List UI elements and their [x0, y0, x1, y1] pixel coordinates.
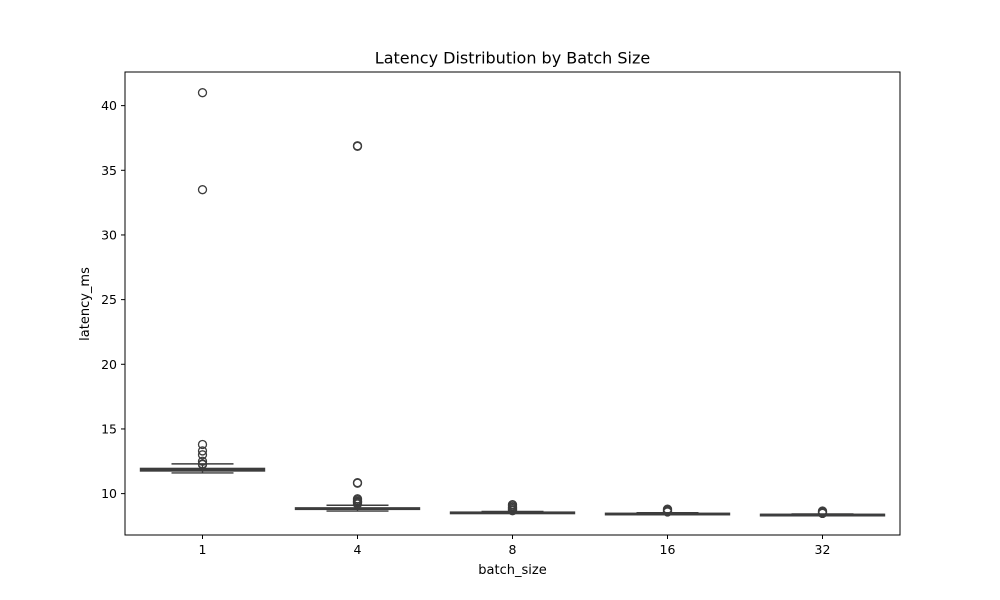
outlier-point	[197, 185, 208, 195]
outlier-point	[352, 499, 363, 509]
chart-title: Latency Distribution by Batch Size	[375, 49, 650, 68]
box-group-32	[759, 506, 886, 519]
plot-frame	[124, 71, 901, 536]
y-tick-label: 40	[101, 98, 117, 113]
outlier-point	[507, 506, 518, 516]
outlier-point	[817, 508, 828, 519]
box-group-8	[449, 499, 576, 516]
y-tick-label: 25	[101, 292, 117, 307]
box-group-4	[294, 141, 421, 512]
x-tick-label: 16	[660, 542, 676, 557]
x-tick-label: 4	[354, 542, 362, 557]
x-tick-label: 1	[199, 542, 207, 557]
y-tick-label: 30	[101, 227, 117, 242]
y-tick-label: 35	[101, 163, 117, 178]
y-tick-label: 15	[101, 421, 117, 436]
y-tick-label: 20	[101, 357, 117, 372]
x-tick-label: 32	[815, 542, 831, 557]
outlier-point	[352, 478, 363, 488]
outlier-point	[197, 439, 208, 450]
y-tick-label: 10	[101, 486, 117, 501]
y-axis-label: latency_ms	[78, 267, 93, 341]
x-axis-label: batch_size	[478, 563, 546, 578]
outlier-point	[197, 88, 208, 98]
outlier-point	[197, 446, 208, 456]
outlier-point	[197, 459, 208, 470]
x-tick-label: 8	[509, 542, 517, 557]
outlier-point	[197, 450, 208, 460]
outlier-point	[662, 507, 673, 517]
axes: 10 15 20 25 30 35 40 1 4 8 16 32	[101, 71, 901, 557]
outlier-point	[197, 456, 208, 466]
box-group-1	[139, 88, 266, 474]
box-group-16	[604, 504, 731, 517]
outlier-point	[352, 141, 363, 152]
plot-area	[139, 88, 886, 519]
